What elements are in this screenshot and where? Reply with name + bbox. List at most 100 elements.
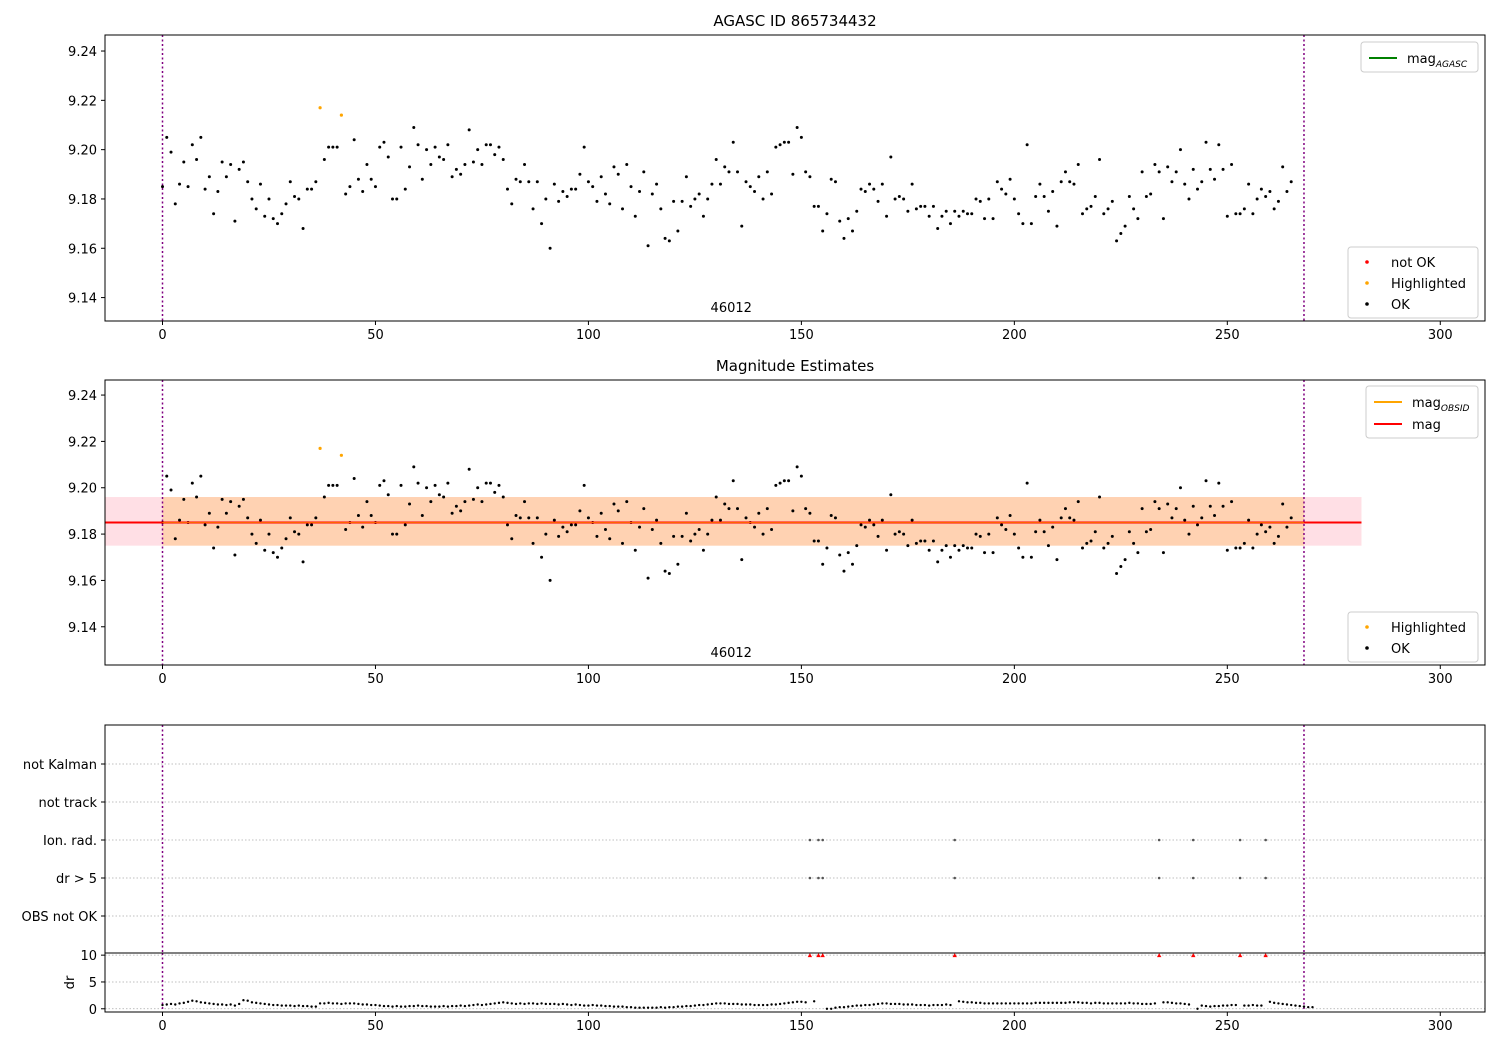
dr-point	[1081, 1001, 1084, 1005]
axes-frame	[104, 724, 1486, 954]
ok-point	[1272, 207, 1276, 211]
ok-point	[595, 199, 599, 203]
ok-point	[459, 509, 463, 513]
dr-point	[1170, 1001, 1174, 1005]
ok-point	[173, 202, 177, 206]
ok-point	[757, 175, 761, 179]
dr-point	[259, 1002, 262, 1005]
ok-point	[672, 199, 676, 203]
ok-point	[1127, 194, 1131, 198]
ok-point	[914, 207, 918, 211]
ok-point	[1204, 479, 1208, 483]
ok-point	[740, 224, 744, 228]
ok-point	[650, 527, 654, 531]
ok-point	[838, 219, 842, 223]
ok-point	[957, 214, 961, 218]
ok-point	[1034, 530, 1038, 534]
ok-point	[322, 158, 326, 162]
ok-point	[825, 212, 829, 216]
ok-point	[842, 236, 846, 240]
dr-point	[706, 1003, 709, 1006]
ok-point	[778, 481, 782, 485]
ok-point	[195, 158, 199, 162]
ok-point	[301, 560, 305, 564]
ok-point	[765, 507, 769, 511]
dr-point	[442, 1004, 445, 1008]
dr-point	[531, 1002, 535, 1005]
ok-point	[314, 180, 318, 184]
ok-point	[706, 532, 710, 536]
ok-point	[1217, 481, 1221, 485]
x-tick-label: 0	[158, 1019, 166, 1034]
ok-point	[1200, 180, 1204, 184]
ok-point	[399, 483, 403, 487]
ok-point	[1085, 207, 1089, 211]
x-tick-label: 250	[1215, 1019, 1240, 1034]
ok-point	[1238, 546, 1242, 550]
ok-point	[983, 217, 987, 221]
ok-point	[569, 523, 573, 527]
dr-point	[220, 1003, 224, 1006]
dr-point	[1089, 1002, 1093, 1005]
ok-point	[476, 148, 480, 152]
ok-point	[271, 551, 275, 555]
ok-point	[506, 187, 509, 191]
dr-point	[1260, 1004, 1263, 1007]
dr-point	[812, 1000, 816, 1003]
dr-point	[834, 1006, 837, 1009]
dr-point	[680, 1005, 684, 1008]
ok-point	[902, 532, 906, 536]
legend-marker-swatch	[1365, 260, 1369, 264]
ok-point	[595, 534, 599, 538]
dr-point	[1115, 1002, 1118, 1005]
ok-point	[672, 534, 676, 538]
ok-point	[1259, 187, 1263, 191]
ok-point	[233, 553, 237, 557]
dr-point	[335, 1002, 339, 1005]
dr-point	[800, 1000, 803, 1004]
dr-point	[983, 1002, 986, 1005]
dr-point	[429, 1005, 433, 1008]
ok-point	[1183, 518, 1187, 522]
y-tick-label: 9.22	[68, 435, 97, 450]
ok-point	[518, 516, 522, 520]
ok-point	[693, 532, 697, 536]
dr-point	[340, 1002, 343, 1006]
chart-title: Magnitude Estimates	[716, 357, 874, 375]
ok-point	[991, 551, 995, 555]
dr-point	[1034, 1001, 1037, 1005]
ok-point	[838, 553, 842, 557]
ok-point	[501, 158, 505, 162]
ok-point	[284, 537, 288, 541]
dr-point	[991, 1002, 995, 1005]
dr-point	[544, 1002, 548, 1006]
dr-point	[838, 1005, 841, 1009]
ok-point	[586, 180, 590, 184]
ok-point	[816, 539, 820, 543]
dr-point	[604, 1004, 607, 1008]
mag-uncertainty-band	[105, 497, 1362, 546]
dr-point	[889, 1002, 893, 1006]
ok-point	[953, 209, 957, 213]
dr-point	[898, 1002, 901, 1006]
ok-point	[1140, 507, 1144, 511]
dr-point	[766, 1003, 769, 1007]
ok-point	[369, 514, 373, 518]
ok-point	[305, 523, 309, 527]
x-tick-label: 300	[1428, 1019, 1453, 1034]
ok-point	[186, 185, 190, 189]
ok-point	[625, 162, 629, 166]
ok-point	[1072, 182, 1076, 186]
ok-point	[889, 155, 893, 159]
dr-point	[795, 1000, 799, 1004]
dr-point	[370, 1003, 373, 1007]
ok-point	[740, 558, 744, 562]
ok-point	[293, 194, 297, 198]
ok-point	[1268, 525, 1272, 529]
ok-point	[1123, 224, 1127, 228]
ok-point	[356, 514, 360, 518]
ok-point	[267, 197, 271, 201]
dr-point	[263, 1002, 266, 1006]
dr-point	[425, 1004, 428, 1008]
dr-point	[727, 1002, 731, 1006]
